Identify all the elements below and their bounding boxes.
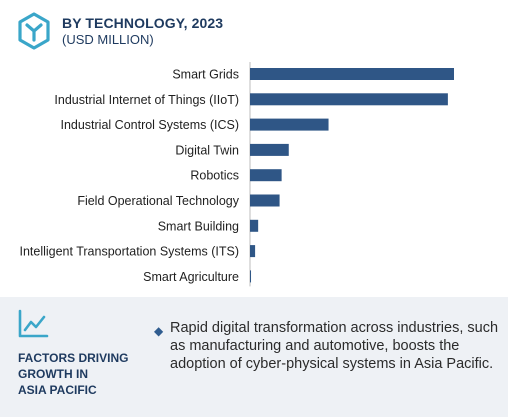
chart-header: BY TECHNOLOGY, 2023 (USD MILLION) [0, 0, 508, 58]
bar [250, 219, 259, 232]
bar [250, 118, 329, 131]
chart-title: BY TECHNOLOGY, 2023 [62, 15, 224, 31]
line-trend-icon [18, 309, 49, 338]
factors-title-line: FACTORS DRIVING [18, 351, 129, 365]
chart-subtitle: (USD MILLION) [62, 32, 154, 47]
bar [250, 68, 454, 80]
bar [250, 245, 256, 258]
category-label: Smart Agriculture [143, 270, 239, 284]
bar-chart: Smart Grids Industrial Internet of Things… [19, 62, 454, 287]
bar [250, 93, 448, 106]
category-label: Robotics [190, 169, 239, 183]
bar [250, 143, 289, 156]
category-label: Digital Twin [175, 143, 239, 157]
factors-title-line: ASIA PACIFIC [18, 383, 97, 397]
factor-bullet-text: Rapid digital transformation across indu… [170, 320, 499, 372]
factors-title-line: GROWTH IN [18, 367, 88, 381]
category-label: Industrial Control Systems (ICS) [60, 118, 239, 132]
bar [250, 194, 280, 207]
factors-panel: FACTORS DRIVING GROWTH IN ASIA PACIFIC ◆… [0, 297, 508, 417]
category-label: Smart Building [158, 219, 239, 233]
diamond-bullet-icon: ◆ [154, 324, 164, 338]
hexagon-y-logo-icon [18, 12, 50, 50]
category-label: Smart Grids [172, 68, 239, 82]
category-label: Industrial Internet of Things (IIoT) [54, 93, 239, 107]
bar [250, 270, 252, 283]
factors-title: FACTORS DRIVING GROWTH IN ASIA PACIFIC [18, 350, 148, 398]
bar [250, 169, 282, 182]
category-label: Intelligent Transportation Systems (ITS) [19, 245, 239, 259]
category-label: Field Operational Technology [77, 194, 239, 208]
